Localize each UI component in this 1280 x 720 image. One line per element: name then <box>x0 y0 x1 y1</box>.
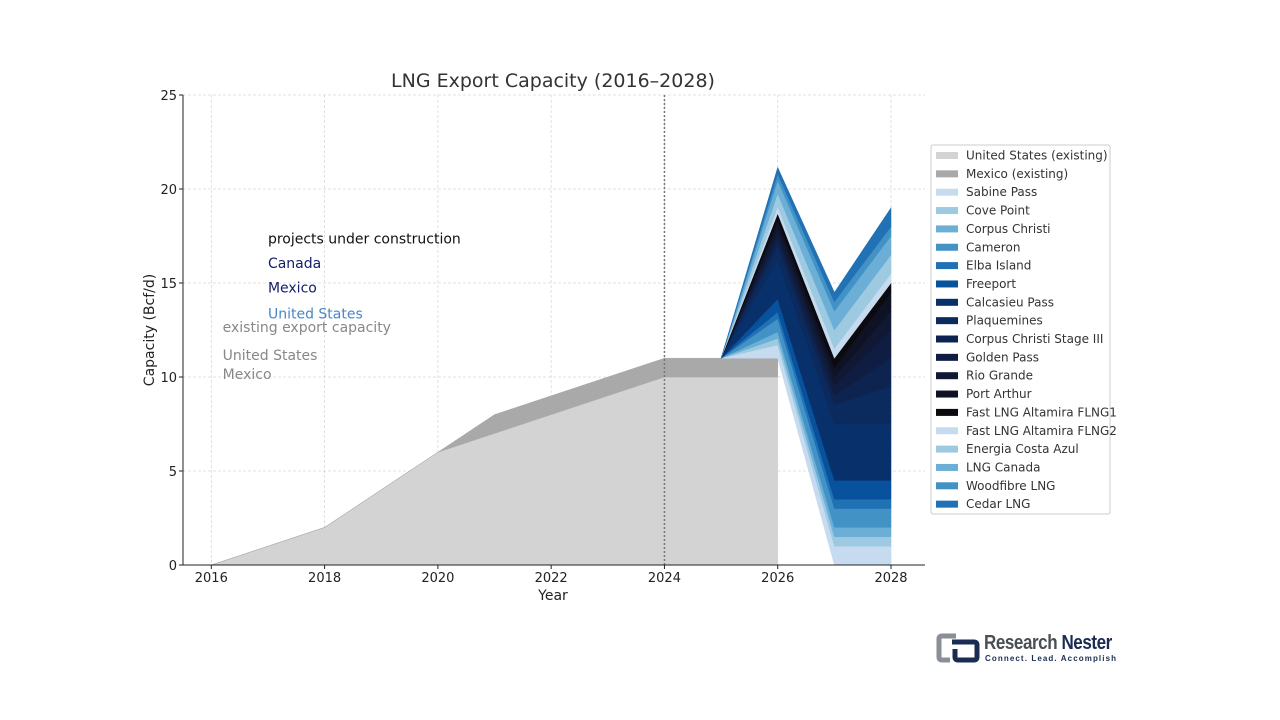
logo-mark-icon <box>936 633 980 663</box>
annotation-text: existing export capacity <box>223 320 391 336</box>
area-layers <box>211 166 892 566</box>
legend-swatch <box>936 408 958 416</box>
legend-swatch <box>936 243 958 251</box>
legend-label: Fast LNG Altamira FLNG2 <box>966 424 1117 438</box>
legend-swatch <box>936 152 958 159</box>
legend-label: Woodfibre LNG <box>966 479 1055 493</box>
legend-label: Plaquemines <box>966 314 1043 328</box>
annotation-text: Mexico <box>268 280 317 296</box>
legend-swatch <box>936 225 958 233</box>
y-tick-label: 25 <box>160 89 177 104</box>
y-tick-label: 15 <box>160 277 177 292</box>
x-tick-label: 2020 <box>421 571 454 586</box>
legend: United States (existing) Mexico (existing… <box>930 144 1117 515</box>
legend-label: Cedar LNG <box>966 497 1030 511</box>
annotations: projects under construction Canada Mexico U… <box>223 232 461 383</box>
legend-label: Freeport <box>966 277 1016 291</box>
legend-swatch <box>936 353 958 361</box>
y-axis-label: Capacity (Bcf/d) <box>142 274 158 386</box>
lng-chart: LNG Export Capacity (2016–2028) 2016 2018… <box>142 70 1117 604</box>
chart-title: LNG Export Capacity (2016–2028) <box>391 70 715 92</box>
area-cedar-lng <box>720 166 892 359</box>
x-tick-label: 2022 <box>535 571 568 586</box>
annotation-text: projects under construction <box>268 232 461 248</box>
legend-swatch <box>936 390 958 398</box>
y-tick-label: 0 <box>169 559 177 574</box>
legend-label: LNG Canada <box>966 460 1040 474</box>
annotation-text: United States <box>268 307 363 323</box>
legend-label: Calcasieu Pass <box>966 295 1054 309</box>
x-tick-label: 2024 <box>648 571 681 586</box>
y-tick-label: 5 <box>169 465 177 480</box>
legend-label: Energia Costa Azul <box>966 442 1079 456</box>
legend-swatch <box>936 427 958 435</box>
legend-label: Cameron <box>966 240 1020 254</box>
axes: 2016 2018 2020 2022 2024 2026 2028 0 5 10 15 20 25 <box>160 89 925 586</box>
legend-swatch <box>936 188 958 196</box>
annotation-text: Canada <box>268 256 321 272</box>
legend-label: Cove Point <box>966 204 1030 218</box>
legend-swatch <box>936 463 958 471</box>
legend-label: United States (existing) <box>966 149 1108 163</box>
legend-label: Corpus Christi Stage III <box>966 332 1103 346</box>
legend-label: Fast LNG Altamira FLNG1 <box>966 405 1117 419</box>
legend-label: Port Arthur <box>966 387 1032 401</box>
area-mexico-existing- <box>211 357 778 566</box>
logo-tagline: Connect. Lead. Accomplish <box>985 654 1118 663</box>
legend-swatch <box>936 445 958 453</box>
legend-label: Golden Pass <box>966 350 1039 364</box>
legend-swatch <box>936 207 958 215</box>
y-tick-label: 20 <box>160 183 177 198</box>
research-nester-logo: Research Nester Connect. Lead. Accomplis… <box>936 632 1116 666</box>
legend-label: Rio Grande <box>966 369 1033 383</box>
legend-swatch <box>936 482 958 490</box>
x-tick-label: 2028 <box>874 571 907 586</box>
legend-swatch <box>936 262 958 270</box>
legend-swatch <box>936 170 958 178</box>
legend-swatch <box>936 280 958 288</box>
legend-box <box>930 144 1111 515</box>
annotation-text: United States <box>223 348 318 364</box>
legend-label: Corpus Christi <box>966 222 1051 236</box>
legend-swatch <box>936 317 958 325</box>
legend-swatch <box>936 500 958 508</box>
legend-label: Mexico (existing) <box>966 167 1068 181</box>
x-tick-label: 2016 <box>195 571 228 586</box>
annotation-text: Mexico <box>223 367 272 383</box>
logo-brand-text: Research Nester <box>984 632 1112 654</box>
legend-swatch <box>936 372 958 380</box>
legend-label: Sabine Pass <box>966 185 1037 199</box>
legend-label: Elba Island <box>966 259 1031 273</box>
y-tick-label: 10 <box>160 371 177 386</box>
x-tick-label: 2026 <box>761 571 794 586</box>
x-axis-label: Year <box>537 588 568 604</box>
legend-swatch <box>936 335 958 343</box>
legend-swatch <box>936 298 958 306</box>
x-tick-label: 2018 <box>308 571 341 586</box>
